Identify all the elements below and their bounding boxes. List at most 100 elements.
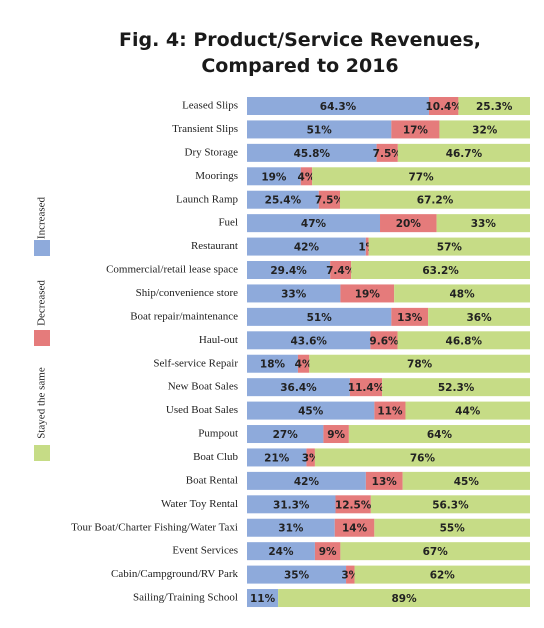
category-label: Cabin/Campground/RV Park: [111, 568, 238, 580]
category-label: Tour Boat/Charter Fishing/Water Taxi: [71, 521, 238, 533]
value-label: 45%: [298, 406, 324, 418]
bar-segment: [391, 120, 440, 139]
category-label: Self-service Repair: [153, 357, 238, 369]
legend-label: Stayed the same: [36, 367, 48, 439]
legend-swatch: [34, 330, 50, 346]
value-label: 7.5%: [315, 195, 345, 207]
value-label: 9%: [327, 429, 345, 441]
value-label: 7.5%: [373, 148, 403, 160]
value-label: 19%: [261, 171, 287, 183]
value-label: 13%: [397, 312, 423, 324]
bar-segment: [348, 425, 530, 444]
value-label: 78%: [407, 359, 433, 371]
bar-segment: [374, 518, 530, 537]
value-label: 24%: [268, 546, 294, 558]
value-label: 47%: [301, 218, 327, 230]
bar-segment: [247, 518, 335, 537]
value-label: 62%: [430, 570, 456, 582]
bar-segment: [402, 471, 530, 490]
bar-segment: [247, 307, 392, 326]
value-label: 31%: [278, 523, 304, 535]
category-label: Transient Slips: [172, 123, 238, 135]
value-label: 51%: [307, 124, 333, 136]
value-label: 67%: [423, 546, 449, 558]
category-label: Restaurant: [191, 240, 238, 252]
bar-segment: [323, 425, 349, 444]
bar-segment: [340, 190, 530, 209]
chart-title: Fig. 4: Product/Service Revenues,: [119, 29, 481, 51]
value-label: 21%: [264, 452, 290, 464]
value-label: 32%: [472, 124, 498, 136]
bar-segment: [330, 261, 352, 280]
value-label: 42%: [294, 242, 320, 254]
bar-segment: [247, 284, 341, 303]
bar-segment: [247, 542, 315, 561]
legend-swatch: [34, 240, 50, 256]
bar-segment: [318, 190, 341, 209]
value-label: 17%: [403, 124, 429, 136]
bar-segment: [428, 307, 530, 326]
value-label: 46.7%: [446, 148, 483, 160]
category-label: Used Boat Sales: [166, 404, 238, 416]
bar-segment: [370, 495, 530, 514]
value-label: 52.3%: [438, 382, 475, 394]
value-label: 57%: [437, 242, 463, 254]
value-label: 25.4%: [265, 195, 302, 207]
bar-segment: [439, 120, 530, 139]
value-label: 45%: [454, 476, 480, 488]
bar-segment: [247, 214, 381, 233]
category-label: Leased Slips: [182, 100, 238, 112]
value-label: 11%: [250, 593, 276, 605]
bar-segment: [247, 97, 429, 115]
category-label: Commercial/retail lease space: [106, 264, 238, 276]
bar-segment: [247, 190, 319, 209]
bar-segment: [376, 143, 398, 162]
value-label: 35%: [284, 570, 310, 582]
bar-segment: [247, 143, 377, 162]
bar-segment: [368, 237, 530, 256]
value-label: 63.2%: [422, 265, 459, 277]
value-label: 19%: [355, 288, 381, 300]
bar-segment: [247, 261, 331, 280]
value-label: 64%: [427, 429, 453, 441]
bar-segment: [247, 425, 324, 444]
value-label: 4%: [295, 359, 313, 371]
value-label: 42%: [294, 476, 320, 488]
value-label: 36%: [466, 312, 492, 324]
category-label: Moorings: [195, 170, 238, 182]
value-label: 89%: [391, 593, 417, 605]
bar-segment: [349, 378, 383, 397]
value-label: 43.6%: [290, 335, 327, 347]
category-label: Event Services: [172, 545, 238, 557]
value-label: 64.3%: [320, 101, 357, 113]
value-label: 25.3%: [476, 101, 513, 113]
bar-segment: [394, 284, 530, 303]
bar-segment: [335, 495, 371, 514]
bar-segment: [278, 589, 530, 608]
bar-segment: [314, 542, 341, 561]
category-label: Boat Club: [193, 451, 238, 463]
bar-segment: [247, 120, 392, 139]
bar-segment: [309, 354, 530, 373]
value-label: 46.8%: [446, 335, 483, 347]
value-label: 20%: [396, 218, 422, 230]
value-label: 10.4%: [425, 101, 462, 113]
value-label: 11.4%: [348, 382, 385, 394]
bar-segment: [247, 565, 347, 584]
value-label: 4%: [298, 171, 316, 183]
value-label: 56.3%: [432, 499, 469, 511]
bar-segment: [405, 401, 530, 420]
value-label: 7.4%: [326, 265, 356, 277]
bar-segment: [247, 378, 350, 397]
bar-segment: [365, 237, 369, 256]
value-label: 33%: [281, 288, 307, 300]
legend-swatch: [34, 445, 50, 461]
bar-segment: [306, 448, 315, 467]
bar-segment: [380, 214, 437, 233]
value-label: 13%: [372, 476, 398, 488]
bar-segment: [370, 331, 398, 350]
value-label: 33%: [471, 218, 497, 230]
value-label: 31.3%: [273, 499, 310, 511]
category-label: Boat repair/maintenance: [130, 310, 238, 322]
